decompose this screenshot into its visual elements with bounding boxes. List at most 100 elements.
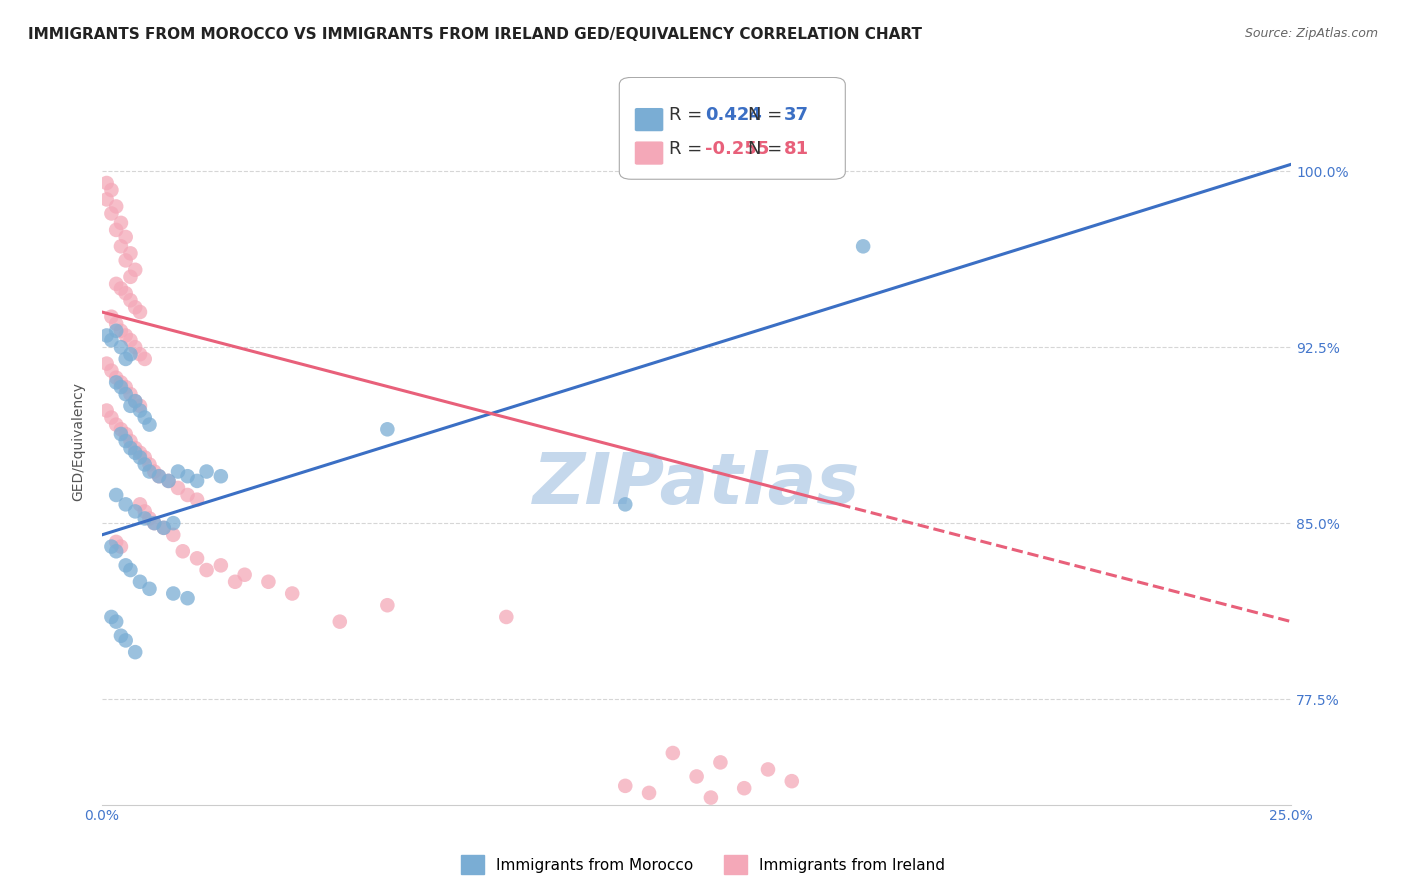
Point (143, 516, 166, 530)
Point (120, 563, 142, 577)
Point (114, 380, 136, 394)
Point (186, 551, 208, 566)
Text: N =: N = (748, 106, 787, 124)
Point (257, 574, 280, 589)
Point (124, 394, 146, 409)
Text: N =: N = (748, 140, 787, 158)
Point (148, 469, 170, 483)
Point (852, 239, 875, 253)
Point (134, 351, 156, 366)
Point (780, 774, 803, 789)
Point (114, 351, 136, 366)
Point (100, 333, 122, 347)
FancyBboxPatch shape (634, 142, 664, 165)
Point (124, 301, 146, 315)
Text: 81: 81 (783, 140, 808, 158)
Point (124, 441, 146, 455)
Point (96, 193, 118, 207)
Point (162, 528, 184, 542)
Point (172, 544, 194, 558)
Point (176, 591, 198, 606)
Point (114, 633, 136, 648)
Point (110, 422, 132, 436)
Point (110, 427, 132, 442)
Point (152, 521, 174, 535)
Point (157, 474, 180, 488)
Point (614, 497, 637, 511)
Point (114, 230, 136, 244)
Point (377, 422, 399, 436)
Point (124, 446, 146, 460)
Point (134, 458, 156, 472)
Point (105, 544, 128, 558)
Point (195, 465, 218, 479)
Text: R =: R = (669, 106, 709, 124)
Text: 37: 37 (783, 106, 808, 124)
Point (124, 504, 146, 518)
Point (162, 516, 184, 530)
Point (209, 469, 232, 483)
Point (120, 387, 142, 401)
Point (114, 558, 136, 573)
Point (110, 281, 132, 295)
Point (129, 574, 152, 589)
Point (176, 488, 198, 502)
Point (129, 347, 152, 361)
Point (96, 357, 118, 371)
Point (114, 497, 136, 511)
Point (329, 615, 352, 629)
Point (134, 450, 156, 465)
Point (120, 333, 142, 347)
Point (167, 465, 190, 479)
Point (195, 563, 218, 577)
Point (105, 324, 128, 338)
Point (110, 376, 132, 390)
FancyBboxPatch shape (634, 108, 664, 131)
Point (756, 763, 779, 777)
Point (186, 474, 208, 488)
Point (614, 779, 637, 793)
Point (114, 427, 136, 442)
Point (138, 458, 160, 472)
Point (224, 574, 246, 589)
Point (209, 558, 232, 573)
Point (100, 206, 122, 220)
Point (124, 645, 146, 659)
Point (700, 790, 723, 805)
Point (105, 535, 128, 549)
Point (110, 540, 132, 554)
Point (110, 216, 132, 230)
Text: R =: R = (669, 140, 709, 158)
Point (114, 253, 136, 268)
Point (96, 176, 118, 190)
Point (100, 610, 122, 624)
Point (114, 286, 136, 301)
Legend: Immigrants from Morocco, Immigrants from Ireland: Immigrants from Morocco, Immigrants from… (456, 849, 950, 880)
Point (129, 497, 152, 511)
Point (105, 615, 128, 629)
Point (114, 387, 136, 401)
Point (233, 567, 256, 582)
Point (281, 586, 304, 600)
Point (110, 380, 132, 394)
Point (105, 376, 128, 390)
Point (134, 410, 156, 425)
Point (129, 305, 152, 319)
Text: 0.424: 0.424 (704, 106, 762, 124)
Point (100, 364, 122, 378)
Point (114, 434, 136, 448)
Point (129, 399, 152, 413)
Text: IMMIGRANTS FROM MOROCCO VS IMMIGRANTS FROM IRELAND GED/EQUIVALENCY CORRELATION C: IMMIGRANTS FROM MOROCCO VS IMMIGRANTS FR… (28, 27, 922, 42)
Point (138, 511, 160, 525)
Point (138, 417, 160, 432)
Point (152, 521, 174, 535)
Point (138, 582, 160, 596)
Point (110, 324, 132, 338)
Point (120, 246, 142, 260)
Point (120, 441, 142, 455)
Point (129, 446, 152, 460)
Point (105, 488, 128, 502)
Point (129, 450, 152, 465)
Point (176, 469, 198, 483)
Point (100, 310, 122, 324)
